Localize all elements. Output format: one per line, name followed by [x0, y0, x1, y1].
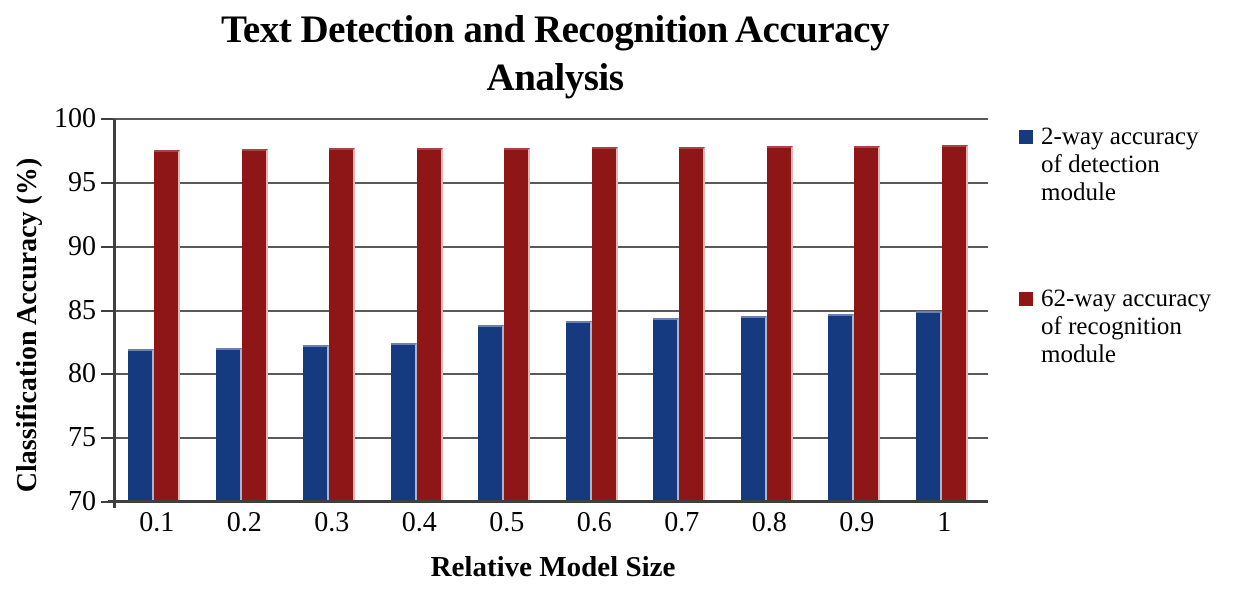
gridline-85	[113, 309, 988, 312]
bar-detection-0.6	[565, 321, 592, 501]
x-tick-label-0.5: 0.5	[489, 507, 525, 538]
y-tick-label-100: 100	[54, 103, 96, 134]
y-tick-85	[101, 309, 113, 312]
gridline-95	[113, 181, 988, 184]
x-tick-label-0.1: 0.1	[139, 507, 175, 538]
legend-label-detection: 2-way accuracy of detection module	[1041, 123, 1199, 206]
y-tick-90	[101, 245, 113, 248]
x-tick-label-1: 1	[937, 507, 952, 538]
legend-swatch-detection	[1019, 130, 1033, 144]
bar-detection-0.1	[128, 348, 154, 501]
y-tick-80	[101, 373, 113, 376]
x-tick-label-0.2: 0.2	[226, 507, 262, 538]
bar-recognition-0.8	[766, 146, 793, 501]
bar-detection-0.2	[215, 347, 242, 501]
bar-detection-0.8	[740, 316, 767, 501]
bar-detection-0.9	[828, 313, 854, 501]
bar-recognition-0.7	[679, 147, 705, 501]
bar-recognition-0.3	[329, 148, 355, 501]
x-tick-label-0.3: 0.3	[314, 507, 350, 538]
y-tick-label-70: 70	[68, 486, 96, 517]
legend-label-recognition: 62-way accuracy of recognition module	[1041, 285, 1212, 368]
bar-detection-1	[915, 311, 942, 501]
y-tick-70	[101, 501, 113, 503]
bar-recognition-0.1	[154, 150, 180, 501]
bar-recognition-0.6	[591, 147, 618, 501]
bar-detection-0.7	[653, 318, 679, 501]
gridline-80	[113, 373, 988, 376]
y-tick-label-95: 95	[68, 166, 96, 198]
x-tick-label-0.7: 0.7	[664, 507, 700, 538]
bar-recognition-0.4	[416, 147, 443, 501]
gridline-90	[113, 245, 988, 248]
bar-recognition-0.2	[241, 149, 268, 501]
gridline-100	[113, 118, 988, 120]
y-tick-100	[101, 118, 113, 120]
bar-recognition-0.9	[854, 146, 880, 501]
chart-title: Text Detection and Recognition Accuracy …	[55, 6, 1055, 102]
y-tick-95	[101, 181, 113, 184]
chart-title-line1: Text Detection and Recognition Accuracy	[221, 8, 889, 51]
y-tick-label-75: 75	[68, 422, 96, 454]
bar-detection-0.5	[478, 324, 504, 501]
x-tick-label-0.4: 0.4	[401, 507, 437, 538]
legend-swatch-recognition	[1019, 292, 1033, 306]
y-tick-label-85: 85	[68, 294, 96, 326]
x-tick-label-0.9: 0.9	[839, 507, 875, 538]
legend: 2-way accuracy of detection module 62-wa…	[1012, 0, 1250, 594]
bar-detection-0.3	[303, 344, 329, 501]
chart-title-line2: Analysis	[486, 56, 624, 99]
y-tick-75	[101, 437, 113, 440]
bar-detection-0.4	[390, 343, 417, 501]
x-tick-label-0.6: 0.6	[576, 507, 612, 538]
y-axis-line	[113, 119, 116, 508]
x-tick-label-0.8: 0.8	[751, 507, 787, 538]
bar-recognition-0.5	[504, 147, 530, 501]
bar-recognition-1	[941, 144, 968, 501]
y-tick-label-90: 90	[68, 230, 96, 262]
x-axis-line	[108, 500, 988, 503]
gridline-75	[113, 437, 988, 440]
y-tick-label-80: 80	[68, 358, 96, 390]
x-axis-title: Relative Model Size	[430, 551, 676, 583]
